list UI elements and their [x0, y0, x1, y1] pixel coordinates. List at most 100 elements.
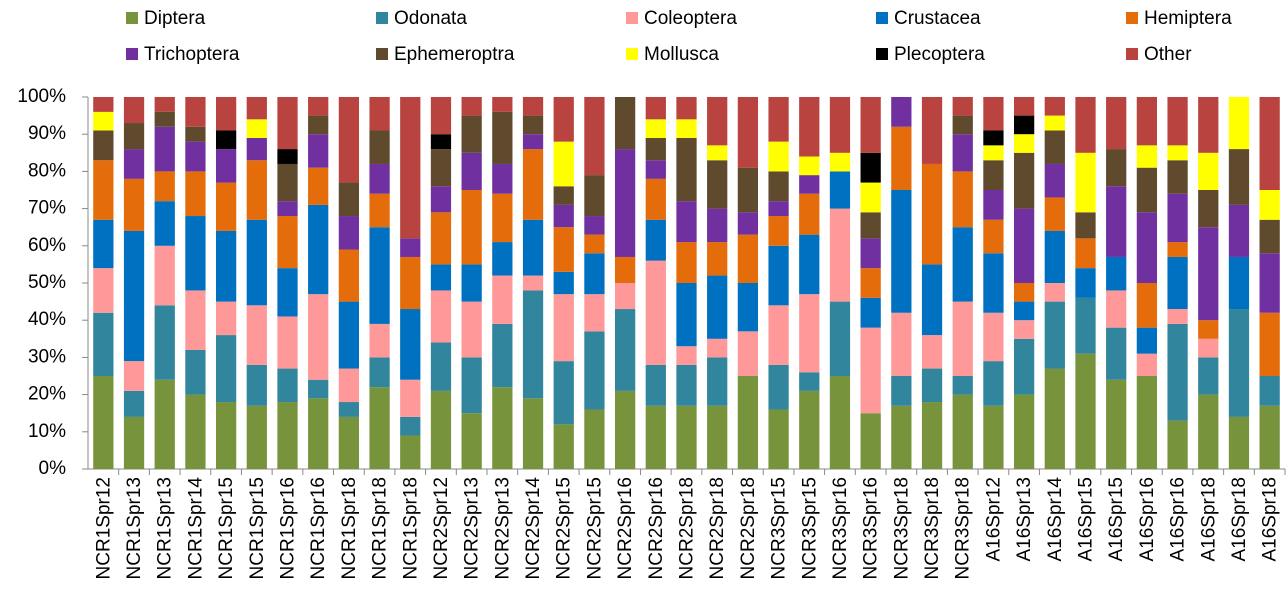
bar-segment: [768, 305, 789, 365]
legend-swatch: [376, 48, 388, 60]
bar-segment: [400, 97, 421, 239]
bar-segment: [338, 301, 360, 369]
bar-segment: [308, 134, 329, 168]
bar-segment: [1228, 149, 1250, 205]
bar-segment: [400, 309, 421, 380]
bar-segment: [1044, 163, 1065, 198]
bar-segment: [522, 149, 544, 220]
bar-segment: [492, 275, 513, 324]
bar-segment: [983, 190, 1004, 220]
bar-segment: [983, 160, 1004, 190]
bar-segment: [860, 182, 881, 213]
bar-segment: [707, 242, 728, 276]
bar-segment: [921, 335, 943, 369]
bar-segment: [645, 119, 666, 138]
bar-segment: [1136, 145, 1158, 168]
bar-segment: [1136, 376, 1158, 469]
bar-segment: [430, 264, 452, 291]
bar-segment: [1198, 357, 1219, 395]
bar-segment: [614, 309, 636, 391]
bar-segment: [645, 97, 666, 120]
bar-segment: [676, 97, 697, 120]
bar-segment: [1198, 394, 1219, 469]
x-tick-label: NCR1Spr13: [155, 477, 176, 579]
bar-segment: [93, 376, 114, 469]
bar-segment: [768, 171, 789, 202]
bar-segment: [308, 97, 329, 116]
bar-segment: [676, 242, 697, 283]
bar-segment: [1044, 368, 1065, 469]
bar-segment: [584, 216, 605, 235]
bar-segment: [123, 123, 145, 150]
bar-segment: [430, 97, 452, 135]
x-tick-label: A16Spr15: [1106, 477, 1127, 562]
x-tick-label: A16Spr13: [1014, 477, 1035, 562]
bar-segment: [1167, 97, 1188, 146]
bar-segment: [369, 193, 390, 228]
legend-label: Ephemeroptra: [394, 44, 515, 65]
bar-segment: [522, 290, 544, 399]
bar-segment: [860, 268, 881, 298]
bar-segment: [829, 97, 851, 153]
bar-segment: [277, 402, 298, 469]
bar-segment: [584, 253, 605, 295]
legend-label: Odonata: [394, 8, 467, 29]
legend-label: Crustacea: [894, 8, 981, 29]
bar-segment: [707, 357, 728, 406]
bar-segment: [553, 204, 574, 228]
legend-label: Coleoptera: [644, 8, 737, 29]
y-tick-label: 60%: [28, 235, 66, 256]
bar-segment: [737, 376, 759, 469]
bar-segment: [369, 227, 390, 324]
bar-segment: [246, 364, 267, 406]
bar-segment: [369, 130, 390, 164]
bar-segment: [1013, 301, 1035, 321]
bar-segment: [1044, 301, 1065, 369]
bar-segment: [461, 97, 482, 116]
bar-segment: [614, 390, 636, 469]
bar-segment: [860, 97, 881, 153]
bar-segment: [1136, 353, 1158, 376]
bar-segment: [829, 152, 851, 172]
bar-segment: [676, 137, 697, 202]
bar-segment: [614, 149, 636, 257]
x-tick-label: NCR1Spr13: [124, 477, 145, 579]
bar-segment: [860, 413, 881, 469]
bar-segment: [1167, 309, 1188, 324]
bar-segment: [1198, 190, 1219, 228]
bar-segment: [308, 167, 329, 205]
bar-segment: [799, 175, 820, 194]
bar-segment: [522, 134, 544, 150]
bar-segment: [645, 137, 666, 161]
bar-segment: [93, 268, 114, 313]
bar-segment: [461, 264, 482, 302]
bar-segment: [799, 294, 820, 373]
bar-segment: [1259, 312, 1280, 376]
bar-segment: [584, 97, 605, 176]
bar-segment: [1228, 256, 1250, 310]
bar-segment: [860, 297, 881, 328]
bar-segment: [492, 97, 513, 112]
bar-segment: [737, 234, 759, 283]
bar-segment: [860, 212, 881, 239]
x-tick-label: NCR2Spr18: [707, 477, 728, 579]
bar-segment: [154, 97, 175, 112]
bar-segment: [1136, 212, 1158, 283]
bar-segment: [768, 201, 789, 217]
bar-segment: [1259, 97, 1280, 190]
bar-segment: [215, 182, 237, 231]
bar-segment: [277, 201, 298, 217]
legend-swatch: [876, 12, 888, 24]
bar-segment: [185, 141, 206, 172]
bar-segment: [1013, 394, 1035, 469]
x-tick-label: NCR2Spr16: [615, 477, 636, 579]
bar-segment: [93, 97, 114, 112]
bar-segment: [676, 364, 697, 406]
bar-segment: [799, 97, 820, 157]
bar-segment: [123, 416, 145, 469]
bar-segment: [707, 275, 728, 339]
bar-segment: [983, 405, 1004, 469]
bar-segment: [1106, 379, 1127, 469]
bar-segment: [492, 163, 513, 194]
bar-segment: [737, 283, 759, 332]
